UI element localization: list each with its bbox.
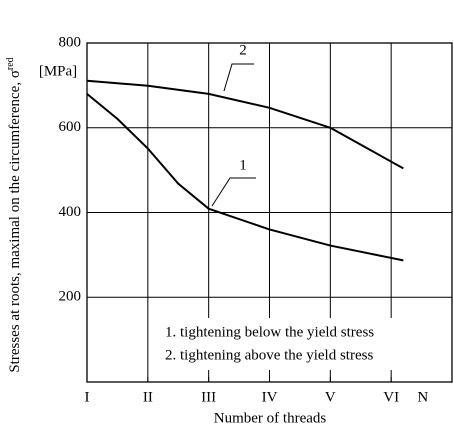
curve-label: 2 (239, 42, 247, 58)
curve-label: 1 (239, 157, 247, 173)
y-label-main: Stresses at roots, maximal on the circum… (7, 70, 23, 373)
x-tick-label: I (85, 389, 90, 405)
legend-entry: 1. tightening below the yield stress (165, 324, 374, 340)
y-tick-label: 200 (59, 289, 82, 305)
x-end-label: N (417, 389, 428, 405)
legend-box (158, 318, 448, 370)
y-axis-label: Stresses at roots, maximal on the circum… (5, 57, 23, 372)
y-label-subscript: red (5, 57, 16, 70)
x-tick-label: IV (262, 389, 278, 405)
leader-line (211, 177, 256, 207)
legend-entry: 2. tightening above the yield stress (165, 347, 373, 363)
x-tick-label: V (325, 389, 336, 405)
x-tick-label: VI (383, 389, 399, 405)
y-unit: [MPa] (39, 63, 77, 79)
y-tick-label: 600 (59, 119, 82, 135)
line-series (86, 93, 404, 262)
line-series (86, 79, 404, 170)
x-tick-label: III (201, 389, 216, 405)
y-tick-label: 800 (59, 34, 82, 50)
y-tick-label: 400 (59, 204, 82, 220)
x-tick-label: II (143, 389, 153, 405)
x-axis-label: Number of threads (214, 410, 327, 426)
leader-line (223, 63, 254, 92)
